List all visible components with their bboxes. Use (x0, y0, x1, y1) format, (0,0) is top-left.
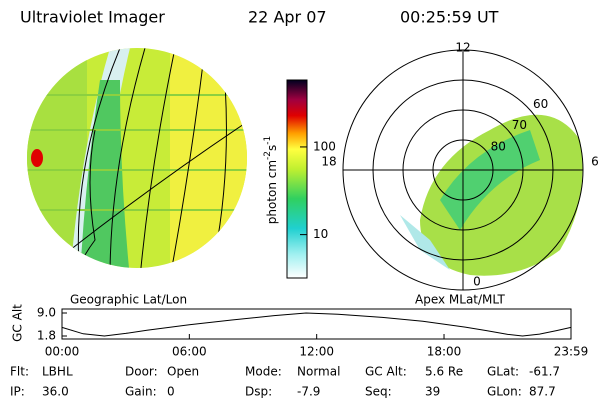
x-tick-label: 18:00 (427, 345, 462, 359)
info-label: Mode: (245, 365, 282, 379)
info-label: GLon: (487, 385, 522, 399)
left-panel-label: Geographic Lat/Lon (70, 293, 187, 307)
altitude-ylabel: GC Alt (11, 304, 25, 342)
info-value: 5.6 Re (425, 365, 463, 379)
x-tick-label: 00:00 (45, 345, 80, 359)
info-label: GLat: (487, 365, 519, 379)
title: Ultraviolet Imager (20, 8, 165, 27)
right-panel-label: Apex MLat/MLT (415, 293, 505, 307)
colorbar-scale (286, 79, 308, 279)
time: 00:25:59 UT (400, 8, 499, 27)
info-label: Door: (125, 365, 158, 379)
geographic-image (27, 48, 247, 268)
mlt-label: 12 (455, 41, 470, 55)
info-label: Gain: (125, 385, 157, 399)
y-tick-label: 1.8 (37, 329, 56, 343)
label-sup: -2 (263, 151, 273, 160)
info-value: Open (167, 365, 199, 379)
info-value: 0 (167, 385, 175, 399)
info-value: Normal (297, 365, 340, 379)
date: 22 Apr 07 (248, 8, 327, 27)
polar-image (400, 114, 583, 276)
x-tick-label: 23:59 (554, 345, 589, 359)
info-label: Seq: (365, 385, 392, 399)
info-value: -61.7 (529, 365, 560, 379)
mlt-label: 6 (591, 155, 599, 169)
label-part: photon cm (265, 160, 279, 224)
info-value: LBHL (42, 365, 73, 379)
lat-label: 70 (512, 118, 527, 132)
lat-label: 60 (533, 97, 548, 111)
colorbar: photon cm-2s-1 10 100 (263, 79, 336, 279)
info-label: Flt: (10, 365, 29, 379)
colorbar-tick-label: 100 (313, 139, 336, 153)
y-tick-label: 9.0 (37, 306, 56, 320)
info-value: -7.9 (297, 385, 320, 399)
info-value: 36.0 (42, 385, 69, 399)
mlt-label: 0 (473, 275, 481, 289)
label-sup: -1 (263, 136, 273, 145)
info-label: IP: (10, 385, 25, 399)
info-value: 87.7 (529, 385, 556, 399)
colorbar-label: photon cm-2s-1 (263, 136, 279, 225)
colorbar-tick-label: 10 (313, 227, 328, 241)
info-label: Dsp: (245, 385, 272, 399)
altitude-line (61, 312, 572, 337)
info-value: 39 (425, 385, 440, 399)
lat-label: 80 (491, 139, 506, 153)
x-tick-label: 12:00 (299, 345, 334, 359)
mlt-label: 18 (321, 155, 336, 169)
label-part: s (265, 145, 279, 151)
info-label: GC Alt: (365, 365, 407, 379)
x-tick-label: 06:00 (172, 345, 207, 359)
